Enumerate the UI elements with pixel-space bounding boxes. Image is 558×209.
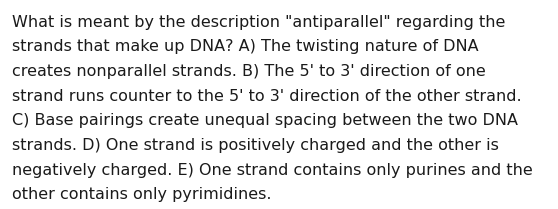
Text: What is meant by the description "antiparallel" regarding the: What is meant by the description "antipa… xyxy=(12,15,506,30)
Text: other contains only pyrimidines.: other contains only pyrimidines. xyxy=(12,187,272,202)
Text: strands that make up DNA? A) The twisting nature of DNA: strands that make up DNA? A) The twistin… xyxy=(12,39,479,54)
Text: strands. D) One strand is positively charged and the other is: strands. D) One strand is positively cha… xyxy=(12,138,499,153)
Text: negatively charged. E) One strand contains only purines and the: negatively charged. E) One strand contai… xyxy=(12,163,533,178)
Text: creates nonparallel strands. B) The 5' to 3' direction of one: creates nonparallel strands. B) The 5' t… xyxy=(12,64,486,79)
Text: C) Base pairings create unequal spacing between the two DNA: C) Base pairings create unequal spacing … xyxy=(12,113,518,128)
Text: strand runs counter to the 5' to 3' direction of the other strand.: strand runs counter to the 5' to 3' dire… xyxy=(12,89,522,104)
